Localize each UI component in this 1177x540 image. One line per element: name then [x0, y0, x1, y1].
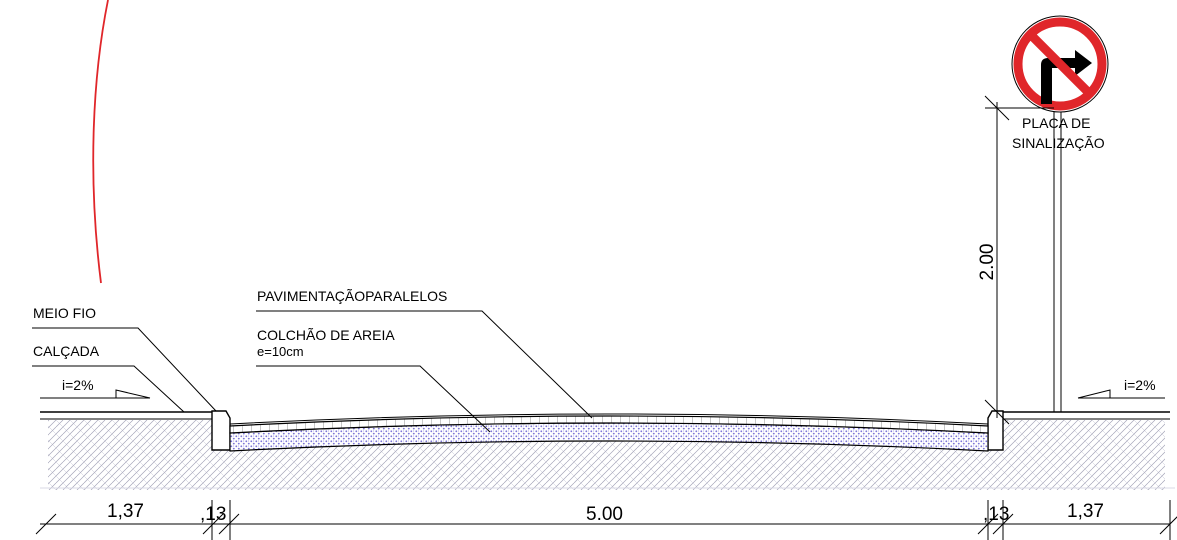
dim-sidewalk-left: 1,37 — [107, 501, 144, 522]
dim-sidewalk-right: 1,37 — [1067, 501, 1104, 522]
colchao-leader — [256, 365, 491, 433]
no-right-turn-sign-icon — [1011, 15, 1109, 113]
dim-curb-left: ,13 — [200, 504, 226, 525]
sign-label-line1: PLACA DE — [1022, 115, 1090, 131]
dim-curb-right: ,13 — [983, 504, 1009, 525]
dim-road: 5.00 — [586, 504, 623, 525]
calcada-label: CALÇADA — [33, 343, 100, 359]
sidewalk-left — [40, 411, 212, 420]
sign-height-dimension — [984, 95, 1054, 425]
calcada-leader — [32, 365, 185, 413]
paver-layer — [229, 415, 989, 434]
sign-height-dimension-text: 2.00 — [977, 244, 998, 281]
pavimentacao-leader — [256, 310, 593, 419]
slope-left-label: i=2% — [62, 377, 94, 393]
red-markup-stroke — [92, 0, 109, 284]
colchao-label-line2: e=10cm — [257, 344, 304, 359]
sign-post — [1053, 108, 1062, 412]
curb-left — [211, 410, 231, 451]
slope-right-label: i=2% — [1124, 377, 1156, 393]
pavimentacao-label: PAVIMENTAÇÃOPARALELOS — [257, 288, 447, 304]
curb-right — [987, 410, 1004, 451]
sign-label-line2: SINALIZAÇÃO — [1012, 135, 1105, 151]
meio-fio-label: MEIO FIO — [33, 305, 96, 321]
horizontal-dimension-line — [35, 500, 1177, 540]
colchao-label-line1: COLCHÃO DE AREIA — [257, 327, 395, 343]
sidewalk-right — [1003, 411, 1170, 420]
meio-fio-leader — [32, 327, 217, 412]
